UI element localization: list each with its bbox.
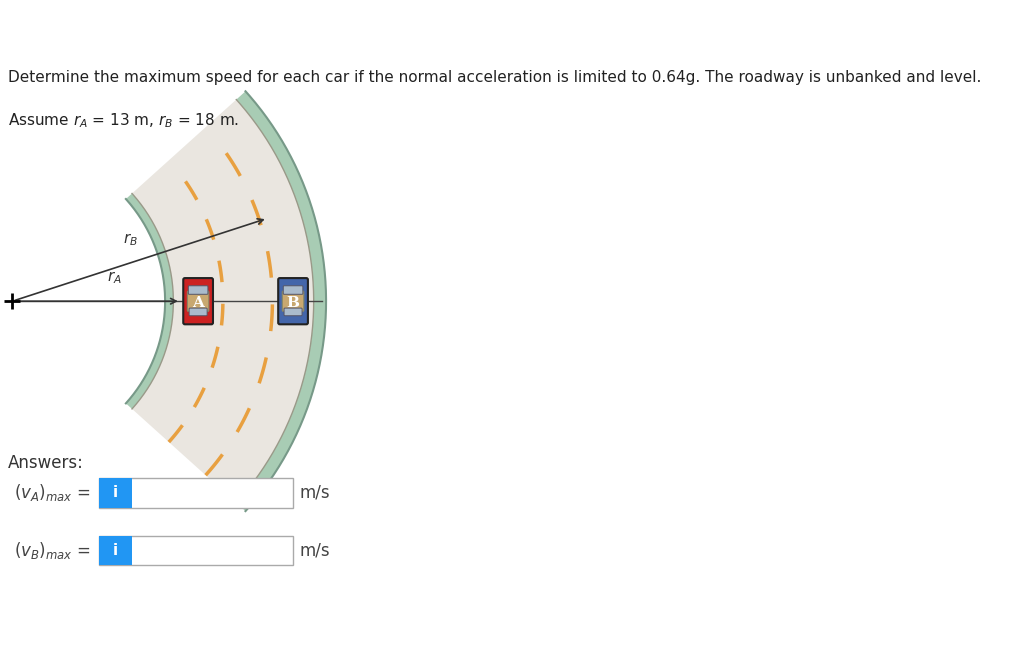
Text: Assume $r_A$ = 13 m, $r_B$ = 18 m.: Assume $r_A$ = 13 m, $r_B$ = 18 m. [8, 111, 239, 130]
Text: i: i [113, 485, 118, 500]
FancyBboxPatch shape [99, 478, 132, 508]
Text: $(v_A)_{max}$ =: $(v_A)_{max}$ = [15, 483, 91, 503]
FancyBboxPatch shape [188, 291, 209, 311]
Text: $r_B$: $r_B$ [123, 231, 138, 248]
FancyBboxPatch shape [189, 286, 208, 294]
FancyBboxPatch shape [183, 278, 213, 325]
FancyBboxPatch shape [190, 308, 207, 316]
FancyBboxPatch shape [279, 278, 308, 325]
Text: A: A [193, 296, 204, 310]
FancyBboxPatch shape [283, 291, 304, 311]
FancyBboxPatch shape [283, 286, 303, 294]
Polygon shape [126, 194, 173, 409]
Polygon shape [236, 91, 326, 511]
FancyBboxPatch shape [99, 535, 132, 565]
Text: m/s: m/s [299, 484, 330, 502]
FancyBboxPatch shape [284, 308, 303, 316]
Text: m/s: m/s [299, 541, 330, 559]
Text: Answers:: Answers: [8, 454, 84, 472]
Text: Determine the maximum speed for each car if the normal acceleration is limited t: Determine the maximum speed for each car… [8, 70, 982, 85]
Text: i: i [113, 543, 118, 558]
Text: $r_A$: $r_A$ [107, 270, 122, 286]
Polygon shape [132, 100, 314, 503]
Text: $(v_B)_{max}$ =: $(v_B)_{max}$ = [15, 540, 91, 561]
Text: B: B [287, 296, 299, 310]
FancyBboxPatch shape [99, 535, 293, 565]
FancyBboxPatch shape [99, 478, 293, 508]
